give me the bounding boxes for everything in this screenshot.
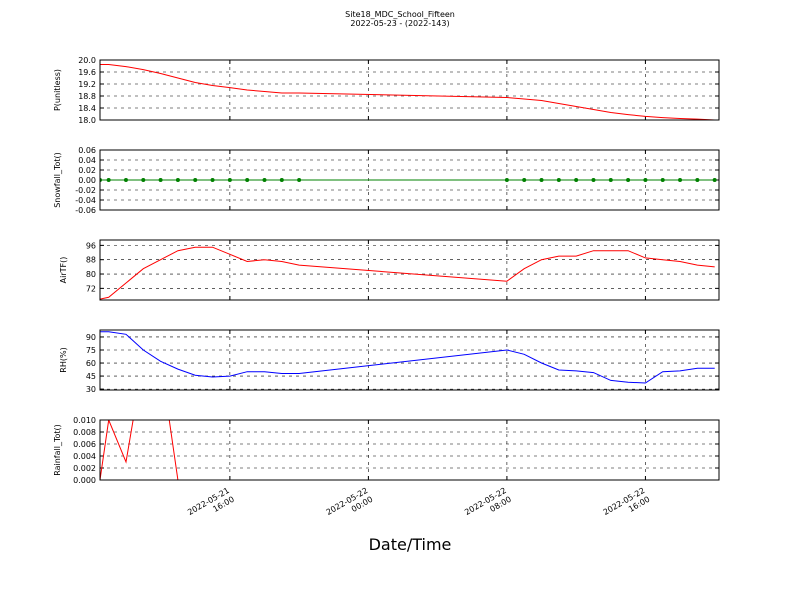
data-point: [504, 178, 509, 182]
plot-area: [100, 178, 717, 182]
data-line: [100, 64, 715, 120]
y-tick-label: 20.0: [78, 56, 96, 65]
chart-title: Site18_MDC_School_Fifteen: [345, 10, 455, 19]
axes-border: [99, 59, 720, 121]
y-tick-label: 0.006: [73, 440, 96, 449]
x-tick-label: 2022-05-2216:00: [602, 486, 652, 526]
data-point: [175, 178, 180, 182]
data-point: [297, 178, 302, 182]
plot-area: [100, 331, 715, 384]
data-point: [522, 178, 527, 182]
plot-frame: [100, 330, 719, 390]
data-point: [158, 178, 163, 182]
data-point: [643, 178, 648, 182]
chart-subtitle: 2022-05-23 - (2022-143): [350, 19, 449, 28]
y-axis-label: Rainfall_Tot(): [53, 424, 62, 476]
data-point: [106, 178, 111, 182]
y-tick-label: 45: [86, 372, 96, 381]
y-tick-label: 75: [86, 346, 96, 355]
axes-border: [99, 239, 720, 301]
y-axis-label: Snowfall_Tot(): [53, 152, 62, 208]
y-tick-label: 0.02: [78, 166, 96, 175]
data-point: [245, 178, 250, 182]
axes-border: [99, 419, 720, 481]
y-tick-label: 18.4: [78, 104, 96, 113]
data-point: [608, 178, 613, 182]
x-tick-label: 2022-05-2116:00: [186, 486, 236, 526]
y-tick-label: 0.000: [73, 476, 96, 485]
data-point: [227, 178, 232, 182]
x-axis-label: Date/Time: [369, 535, 452, 554]
data-line: [100, 246, 715, 300]
x-tick-label: 2022-05-2208:00: [463, 486, 513, 526]
y-tick-label: 0.06: [78, 146, 96, 155]
data-point: [591, 178, 596, 182]
y-tick-label: -0.06: [75, 206, 96, 215]
data-point: [556, 178, 561, 182]
y-tick-label: 19.6: [78, 68, 96, 77]
x-tick-label: 2022-05-2200:00: [325, 486, 375, 526]
y-tick-label: 18.8: [78, 92, 96, 101]
data-point: [660, 178, 665, 182]
data-point: [539, 178, 544, 182]
y-tick-label: 18.0: [78, 116, 96, 125]
y-tick-label: -0.02: [75, 186, 96, 195]
plot-frame: [100, 240, 719, 300]
y-tick-label: 90: [86, 333, 96, 342]
axes-border: [99, 149, 720, 211]
y-axis-label: P(unitless): [53, 69, 62, 111]
y-tick-label: 0.004: [73, 452, 96, 461]
y-tick-label: 0.00: [78, 176, 96, 185]
y-tick-label: 88: [86, 256, 96, 265]
data-point: [574, 178, 579, 182]
data-point: [123, 178, 128, 182]
plot-frame: [100, 60, 719, 120]
plot-frame: [100, 420, 719, 480]
axes-border: [99, 329, 720, 391]
y-tick-label: 19.2: [78, 80, 96, 89]
plot-area: [100, 246, 715, 300]
y-tick-label: 0.010: [73, 416, 96, 425]
data-point: [193, 178, 198, 182]
y-axis-label: RH(%): [59, 347, 68, 372]
y-tick-label: 72: [86, 284, 96, 293]
y-tick-label: 0.04: [78, 156, 96, 165]
plot-area: [100, 64, 715, 120]
y-tick-label: 80: [86, 270, 96, 279]
data-point: [210, 178, 215, 182]
data-point: [712, 178, 717, 182]
y-tick-label: 60: [86, 359, 96, 368]
y-tick-label: 0.008: [73, 428, 96, 437]
y-tick-label: 30: [86, 385, 96, 394]
data-line: [100, 331, 715, 384]
y-tick-label: 0.002: [73, 464, 96, 473]
data-point: [279, 178, 284, 182]
y-tick-label: 96: [86, 241, 96, 250]
data-point: [678, 178, 683, 182]
y-tick-label: -0.04: [75, 196, 96, 205]
data-point: [695, 178, 700, 182]
data-point: [626, 178, 631, 182]
data-point: [141, 178, 146, 182]
data-point: [262, 178, 267, 182]
y-axis-label: AirTF(): [59, 257, 68, 284]
